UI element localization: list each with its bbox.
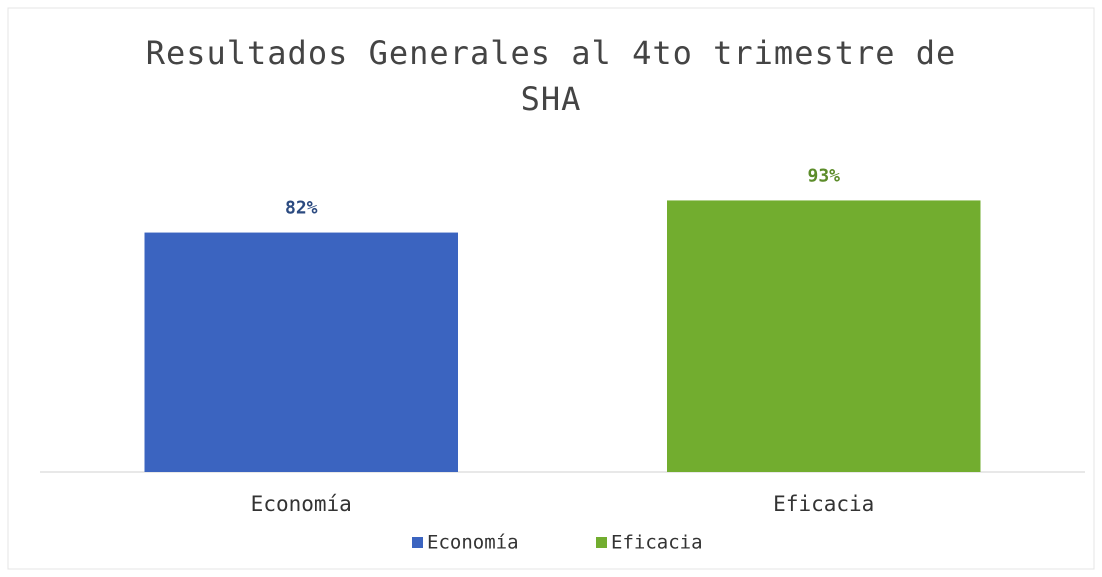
legend-label: Economía — [427, 532, 519, 554]
x-tick-label: Economía — [251, 492, 352, 516]
chart-title: Resultados Generales al 4to trimestre de… — [145, 34, 957, 118]
x-tick-label: Eficacia — [773, 492, 874, 516]
legend-swatch — [412, 537, 423, 548]
data-label: 82% — [285, 198, 318, 219]
data-label: 93% — [807, 165, 840, 186]
legend-swatch — [596, 537, 607, 548]
bar — [667, 200, 981, 472]
chart-border — [7, 7, 1095, 570]
bar — [144, 232, 458, 472]
legend-label: Eficacia — [611, 532, 703, 554]
